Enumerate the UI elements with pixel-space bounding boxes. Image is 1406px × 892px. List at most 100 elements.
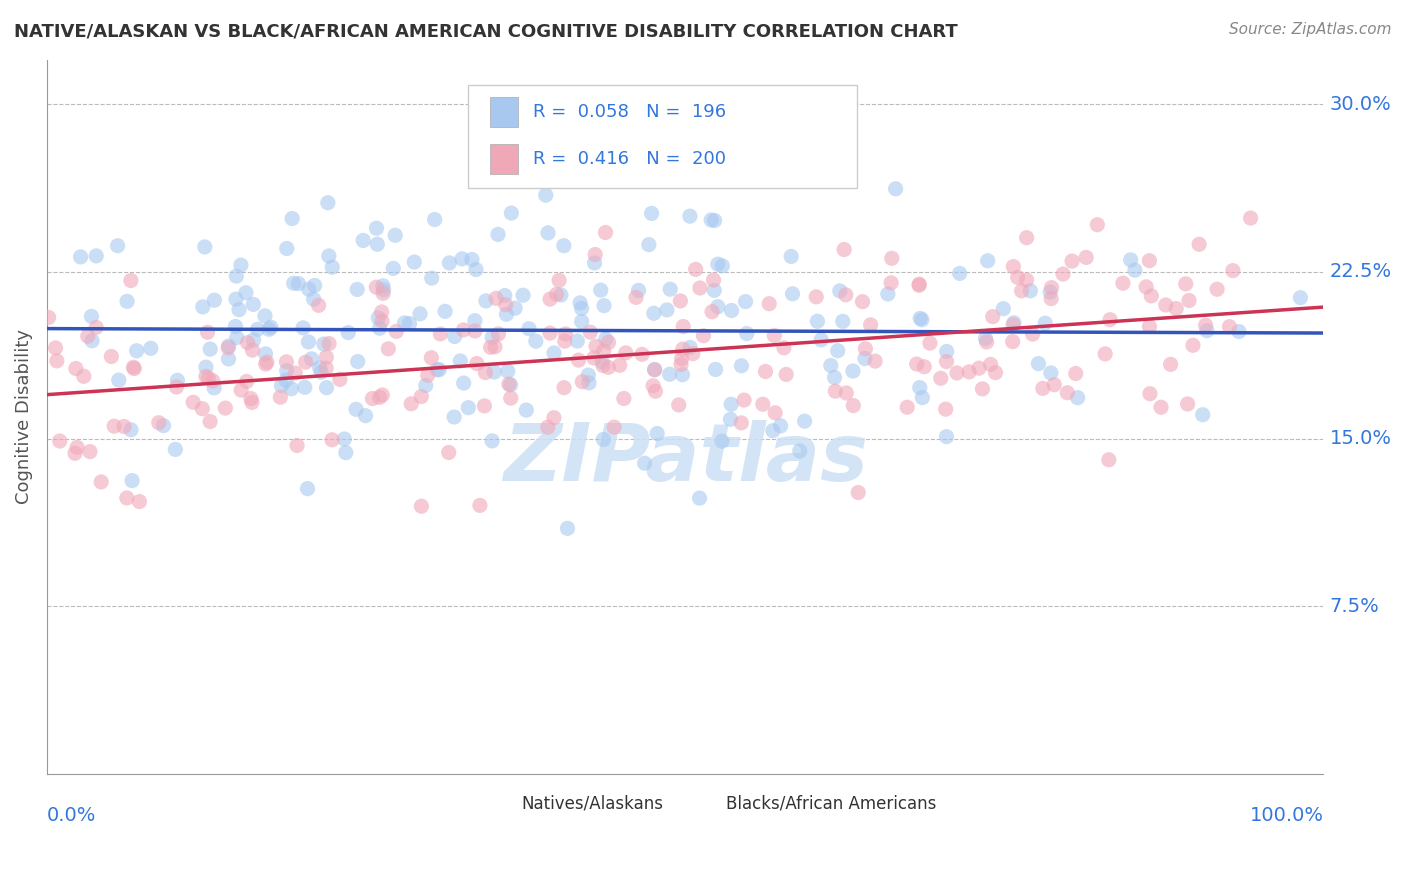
Point: [439, 256, 461, 270]
Point: [411, 390, 433, 404]
Point: [484, 340, 506, 354]
Point: [121, 474, 143, 488]
Point: [368, 321, 391, 335]
Point: [371, 314, 394, 328]
Point: [308, 298, 330, 312]
Point: [107, 238, 129, 252]
Point: [191, 401, 214, 416]
Point: [702, 273, 724, 287]
Point: [90, 475, 112, 489]
FancyBboxPatch shape: [489, 97, 517, 128]
Point: [329, 372, 352, 386]
Point: [112, 419, 135, 434]
Point: [165, 442, 187, 457]
Point: [806, 290, 828, 304]
Point: [366, 221, 388, 235]
Point: [1166, 301, 1188, 316]
Point: [496, 364, 519, 378]
Point: [589, 283, 612, 297]
Point: [1098, 452, 1121, 467]
Point: [614, 346, 637, 360]
Point: [242, 333, 264, 347]
Point: [976, 334, 998, 349]
Point: [308, 360, 330, 375]
Point: [1135, 280, 1157, 294]
Point: [453, 376, 475, 390]
Point: [488, 326, 510, 341]
Point: [707, 300, 730, 314]
Point: [411, 499, 433, 513]
Point: [481, 330, 503, 344]
Point: [972, 382, 994, 396]
Point: [399, 397, 422, 411]
Point: [120, 274, 142, 288]
Point: [974, 331, 997, 345]
Point: [842, 364, 865, 378]
Point: [824, 370, 846, 384]
Point: [1043, 377, 1066, 392]
Point: [315, 361, 337, 376]
Point: [863, 354, 886, 368]
Point: [631, 347, 654, 361]
Point: [415, 378, 437, 392]
Point: [730, 416, 752, 430]
Point: [284, 366, 307, 380]
Point: [512, 288, 534, 302]
Point: [754, 364, 776, 378]
Point: [1085, 218, 1108, 232]
Point: [571, 314, 593, 328]
Point: [228, 302, 250, 317]
Point: [115, 491, 138, 505]
Point: [316, 195, 339, 210]
Point: [240, 395, 263, 409]
Point: [546, 287, 568, 301]
Point: [567, 334, 589, 348]
Point: [643, 306, 665, 320]
Point: [451, 252, 474, 266]
Point: [908, 311, 931, 326]
Point: [1052, 267, 1074, 281]
Point: [333, 432, 356, 446]
Point: [302, 292, 325, 306]
Point: [769, 418, 792, 433]
Point: [967, 361, 990, 376]
Point: [645, 426, 668, 441]
Point: [437, 445, 460, 459]
Point: [1112, 276, 1135, 290]
Point: [315, 350, 337, 364]
Point: [294, 355, 316, 369]
Point: [1040, 292, 1063, 306]
Point: [1039, 366, 1062, 380]
Point: [1007, 270, 1029, 285]
Point: [499, 391, 522, 405]
Point: [896, 401, 918, 415]
Point: [128, 494, 150, 508]
Point: [517, 322, 540, 336]
Point: [1191, 408, 1213, 422]
Point: [475, 293, 498, 308]
Point: [367, 310, 389, 325]
Point: [703, 284, 725, 298]
Point: [495, 298, 517, 312]
Point: [993, 301, 1015, 316]
Point: [485, 291, 508, 305]
Text: R =  0.058   N =  196: R = 0.058 N = 196: [533, 103, 727, 121]
Point: [1040, 280, 1063, 294]
Point: [949, 266, 972, 280]
Point: [1094, 347, 1116, 361]
Point: [297, 334, 319, 349]
Point: [503, 301, 526, 316]
Point: [315, 381, 337, 395]
Point: [260, 320, 283, 334]
Point: [637, 237, 659, 252]
Point: [80, 334, 103, 348]
Point: [582, 351, 605, 365]
Point: [593, 299, 616, 313]
Point: [827, 343, 849, 358]
Point: [1227, 325, 1250, 339]
Point: [66, 441, 89, 455]
Point: [371, 286, 394, 301]
Point: [537, 420, 560, 434]
Point: [884, 182, 907, 196]
Point: [853, 351, 876, 366]
